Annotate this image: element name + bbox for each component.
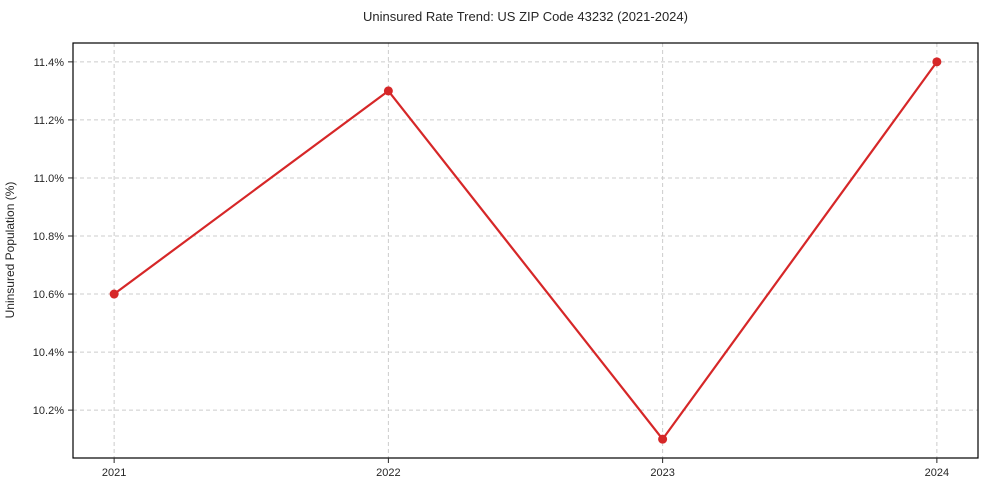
data-point: [383, 86, 393, 96]
data-point: [932, 57, 942, 67]
chart-title: Uninsured Rate Trend: US ZIP Code 43232 …: [363, 9, 688, 24]
x-tick-label: 2024: [925, 467, 949, 479]
y-tick-label: 11.2%: [34, 115, 65, 127]
y-tick-label: 10.4%: [33, 347, 64, 359]
y-tick-label: 10.8%: [33, 231, 64, 243]
data-point: [109, 289, 119, 299]
x-tick-label: 2022: [376, 467, 400, 479]
x-tick-label: 2023: [650, 467, 674, 479]
y-tick-label: 10.6%: [33, 289, 64, 301]
y-tick-label: 10.2%: [33, 405, 64, 417]
x-tick-label: 2021: [102, 467, 126, 479]
tick-labels: 10.2% 10.4% 10.6% 10.8% 11.0% 11.2% 11.4% 2021 2…: [33, 57, 949, 479]
trend-line: [113, 60, 938, 441]
axes: [68, 42, 979, 463]
y-tick-label: 11.0%: [34, 173, 65, 185]
y-axis-label: Uninsured Population (%): [3, 182, 17, 319]
plot-border: [72, 42, 979, 459]
data-series: [109, 57, 942, 444]
y-tick-label: 11.4%: [34, 57, 65, 69]
data-point: [658, 434, 668, 444]
gridlines: [73, 43, 978, 458]
